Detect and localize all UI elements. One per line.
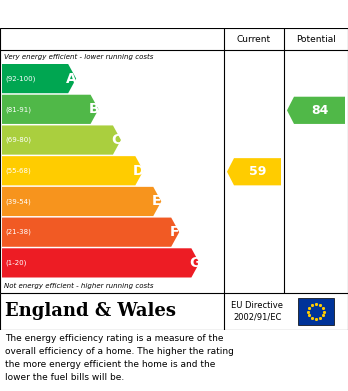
Polygon shape xyxy=(2,156,143,185)
Text: E: E xyxy=(152,194,161,208)
Text: B: B xyxy=(88,102,99,116)
Text: (21-38): (21-38) xyxy=(5,229,31,235)
Text: (81-91): (81-91) xyxy=(5,106,31,113)
Polygon shape xyxy=(2,217,179,247)
Text: England & Wales: England & Wales xyxy=(5,303,176,321)
Polygon shape xyxy=(2,126,121,155)
Text: (1-20): (1-20) xyxy=(5,260,26,266)
Text: Not energy efficient - higher running costs: Not energy efficient - higher running co… xyxy=(4,283,153,289)
Text: D: D xyxy=(133,164,144,178)
Text: EU Directive
2002/91/EC: EU Directive 2002/91/EC xyxy=(231,301,284,322)
Text: 84: 84 xyxy=(311,104,328,117)
Bar xyxy=(298,298,334,325)
Text: (39-54): (39-54) xyxy=(5,198,31,205)
Text: 59: 59 xyxy=(249,165,266,178)
Text: A: A xyxy=(66,72,77,86)
Polygon shape xyxy=(2,95,98,124)
Polygon shape xyxy=(287,97,345,124)
Text: C: C xyxy=(111,133,121,147)
Text: The energy efficiency rating is a measure of the
overall efficiency of a home. T: The energy efficiency rating is a measur… xyxy=(5,334,234,382)
Text: Potential: Potential xyxy=(296,34,336,43)
Polygon shape xyxy=(2,187,161,216)
Text: Very energy efficient - lower running costs: Very energy efficient - lower running co… xyxy=(4,54,153,60)
Text: (69-80): (69-80) xyxy=(5,137,31,143)
Text: (55-68): (55-68) xyxy=(5,167,31,174)
Text: G: G xyxy=(189,256,200,270)
Polygon shape xyxy=(2,64,76,93)
Text: Current: Current xyxy=(237,34,271,43)
Polygon shape xyxy=(2,248,199,278)
Text: (92-100): (92-100) xyxy=(5,75,35,82)
Text: Energy Efficiency Rating: Energy Efficiency Rating xyxy=(7,7,217,22)
Polygon shape xyxy=(227,158,281,185)
Text: F: F xyxy=(170,225,179,239)
